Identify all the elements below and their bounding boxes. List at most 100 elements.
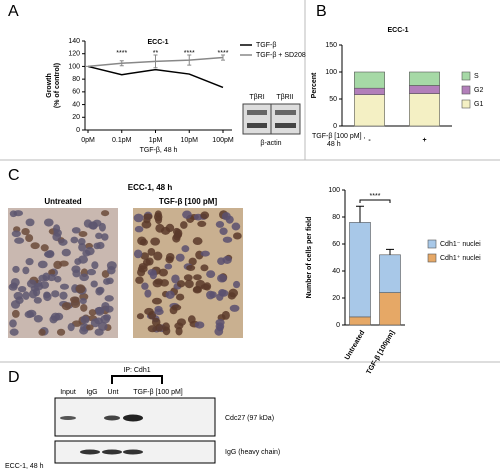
y-tick-label: 40 [72, 101, 80, 108]
cell [78, 242, 87, 252]
cell [175, 293, 185, 301]
cell [164, 263, 173, 270]
cell [43, 292, 52, 302]
y-tick-label: 80 [72, 76, 80, 83]
lane-label: Input [60, 389, 76, 396]
cell [171, 274, 180, 284]
cell [53, 224, 61, 233]
chart-title: ECC-1 [387, 27, 408, 34]
cell [141, 282, 149, 290]
cell [25, 258, 34, 266]
cell [78, 230, 88, 238]
cell [58, 238, 68, 246]
loading-label: β-actin [260, 140, 281, 147]
cell [141, 220, 152, 229]
cell [54, 275, 62, 283]
x-tick-label: - [368, 137, 371, 144]
error-bar [187, 54, 192, 66]
legend-swatch [427, 253, 437, 263]
cell [218, 289, 227, 297]
cell [61, 248, 71, 257]
cell [91, 261, 99, 270]
legend-swatch [461, 99, 471, 109]
cell [51, 290, 60, 298]
significance: **** [116, 50, 127, 57]
legend-label: TGF-β [256, 42, 276, 49]
legend-label: G2 [474, 87, 483, 94]
cell [133, 249, 143, 259]
lane-label: TβRII [276, 94, 293, 101]
cell [162, 326, 171, 336]
cell [26, 309, 37, 318]
cell [200, 250, 210, 257]
cell [222, 236, 233, 243]
error-bar [386, 248, 394, 255]
bar-segment [409, 93, 440, 127]
y-tick-label: 40 [332, 268, 340, 275]
cell [176, 318, 187, 326]
cell [143, 213, 153, 220]
legend-label: Cdh1⁻ nuclei [440, 241, 481, 248]
cell [151, 317, 161, 327]
cell [47, 274, 56, 282]
cell [43, 218, 54, 227]
legend-label: S [474, 73, 479, 80]
band-label: IgG (heavy chain) [225, 449, 280, 456]
cell [144, 307, 154, 316]
cell [154, 215, 163, 225]
cell [100, 210, 110, 217]
cell [169, 306, 178, 315]
micrograph-label: Untreated [44, 197, 81, 206]
cell [72, 269, 81, 278]
significance-bracket [359, 199, 391, 203]
cell [145, 257, 154, 266]
y-tick-label: 0 [336, 322, 340, 329]
cell [219, 227, 228, 236]
footer-label: ECC-1, 48 h [5, 463, 44, 470]
cell [33, 315, 43, 323]
ip-label: IP: Cdh1 [123, 367, 150, 374]
cell [86, 268, 96, 276]
cell [150, 237, 161, 246]
cell [195, 279, 206, 289]
panel-letter: C [8, 167, 20, 184]
cell [165, 223, 175, 233]
cell [71, 227, 81, 234]
cell [107, 265, 116, 275]
cell [158, 268, 168, 277]
x-tick-label: 100pM [212, 137, 234, 144]
cell [135, 276, 144, 284]
cell [52, 232, 62, 242]
cell [180, 221, 188, 229]
cell [200, 264, 209, 272]
x-axis-label: TGF-β [100 pM] , [312, 133, 365, 140]
cell [59, 291, 68, 300]
cell [215, 318, 225, 326]
cell [80, 303, 88, 312]
cell [86, 324, 94, 331]
x-axis-label: 48 h [327, 141, 341, 148]
chart-title: ECC-1 [147, 39, 168, 46]
cell [90, 280, 98, 288]
blot-band [123, 449, 143, 455]
legend-label: TGF-β + SD208 [256, 52, 306, 59]
cell [184, 279, 194, 289]
cell [30, 242, 40, 250]
cell [80, 315, 90, 325]
x-tick-label: 0pM [81, 137, 95, 144]
cell [147, 268, 157, 276]
cell [165, 290, 175, 299]
bar-segment [354, 71, 385, 89]
cell [9, 319, 17, 328]
cell [61, 302, 72, 311]
cell [43, 251, 53, 258]
line [87, 65, 224, 89]
cell [147, 325, 158, 333]
x-axis-label: TGF-β, 48 h [140, 147, 178, 154]
error-bar [221, 54, 225, 61]
cell [137, 236, 147, 246]
cell [95, 306, 104, 315]
cell [38, 328, 46, 336]
cell [95, 287, 104, 296]
